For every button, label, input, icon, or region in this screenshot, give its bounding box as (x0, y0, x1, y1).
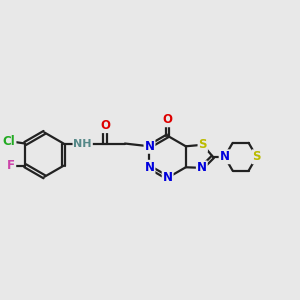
Text: N: N (197, 161, 207, 174)
Text: N: N (163, 171, 172, 184)
Text: N: N (145, 161, 154, 174)
Text: O: O (163, 113, 172, 126)
Text: O: O (100, 119, 110, 132)
Text: Cl: Cl (3, 136, 16, 148)
Text: N: N (220, 150, 230, 163)
Text: F: F (7, 159, 15, 172)
Text: S: S (199, 138, 207, 151)
Text: N: N (145, 140, 154, 153)
Text: NH: NH (74, 139, 92, 148)
Text: S: S (252, 150, 261, 163)
